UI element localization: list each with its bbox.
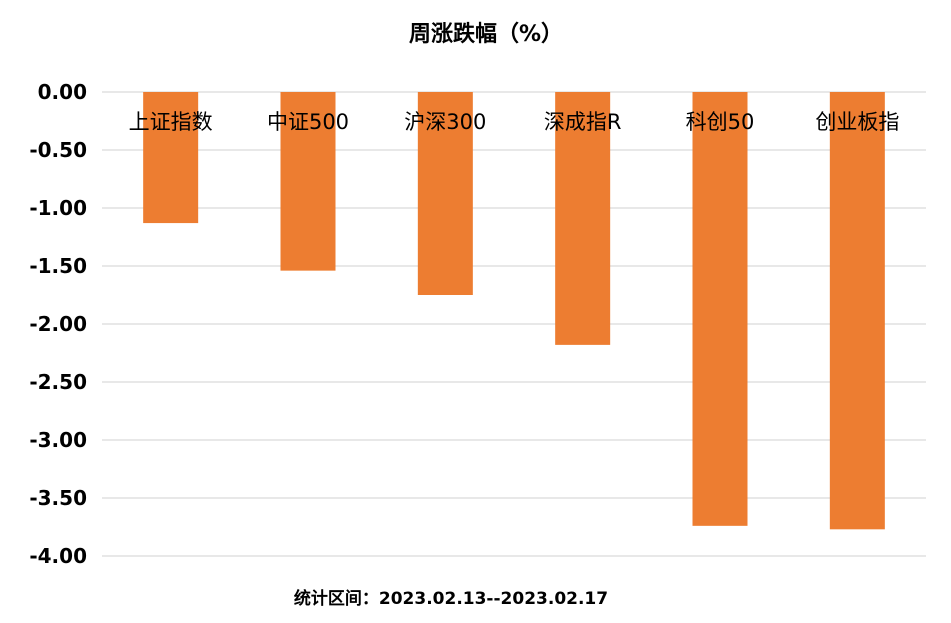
category-label: 沪深300	[404, 110, 486, 134]
date-range-note: 统计区间：2023.02.13--2023.02.17	[294, 588, 608, 609]
category-label: 科创50	[686, 110, 755, 134]
bar	[829, 92, 885, 530]
y-tick-label: -2.00	[29, 312, 87, 336]
bar	[143, 92, 199, 224]
category-label: 创业板指	[815, 110, 899, 134]
bar	[417, 92, 473, 295]
y-tick-label: -4.00	[29, 544, 87, 568]
category-labels: 上证指数 中证500 沪深300 深成指R 科创50 创业板指	[129, 110, 900, 134]
bar	[555, 92, 611, 345]
category-label: 上证指数	[129, 110, 213, 134]
y-tick-label: -1.00	[29, 196, 87, 220]
y-axis-ticks: 0.00 -0.50 -1.00 -1.50 -2.00 -2.50 -3.00 -3.50 -…	[29, 80, 87, 568]
y-tick-label: -2.50	[29, 370, 87, 394]
category-label: 深成指R	[544, 110, 622, 134]
y-tick-label: -3.50	[29, 486, 87, 510]
y-tick-label: -1.50	[29, 254, 87, 278]
y-tick-label: -0.50	[29, 138, 87, 162]
bars	[143, 92, 885, 530]
bar	[280, 92, 336, 271]
bar	[692, 92, 748, 526]
y-tick-label: 0.00	[38, 80, 87, 104]
gridlines	[102, 91, 926, 557]
y-tick-label: -3.00	[29, 428, 87, 452]
category-label: 中证500	[267, 110, 349, 134]
chart-title: 周涨跌幅（%）	[409, 22, 563, 47]
